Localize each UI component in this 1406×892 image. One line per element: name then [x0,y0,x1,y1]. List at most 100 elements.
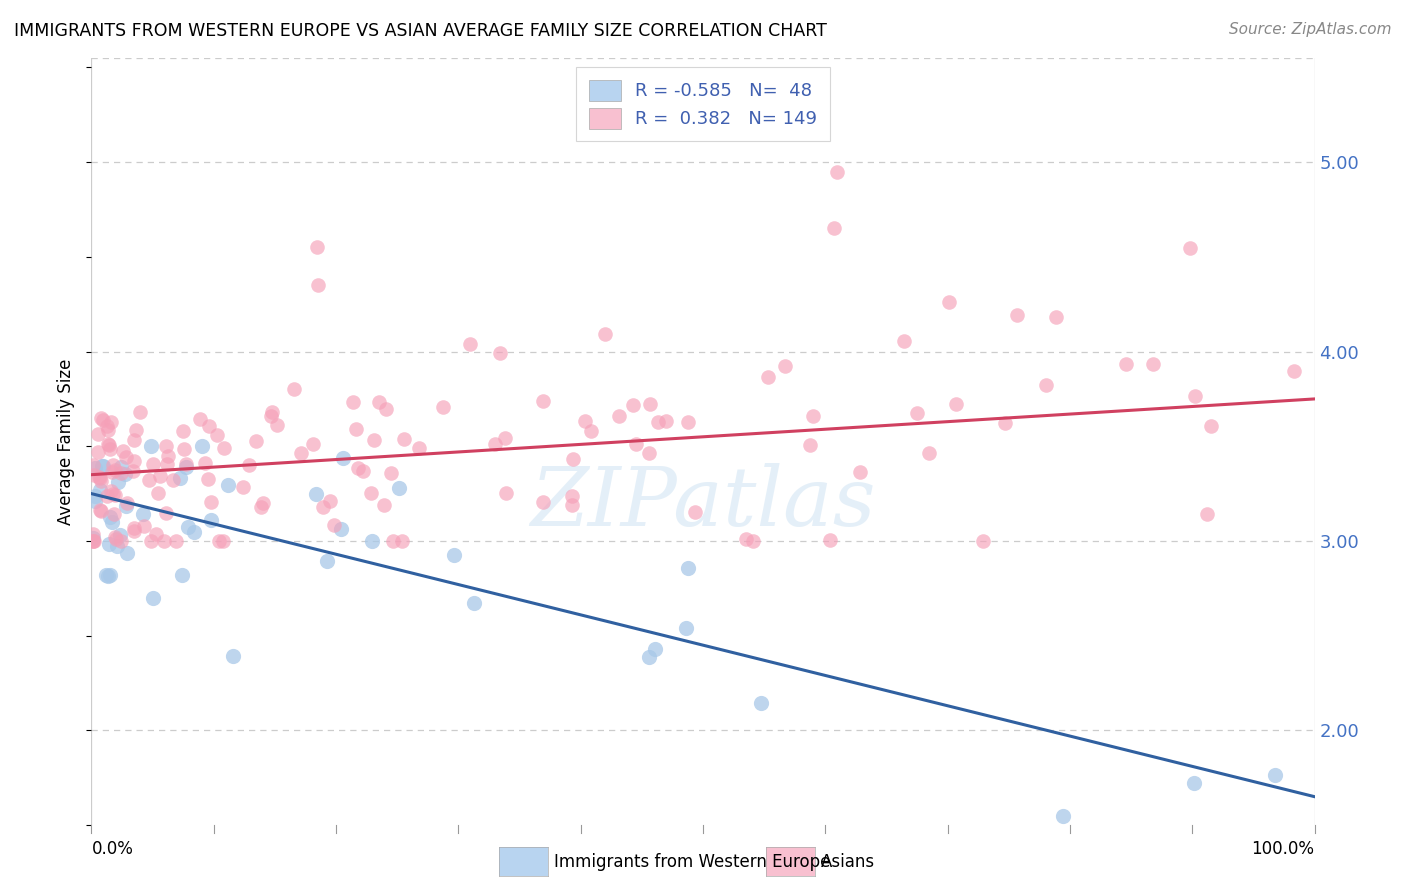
Point [110,466,132,480]
Point [94,568,117,582]
Point [104,488,127,502]
Point [104,533,127,547]
Point [1052,808,1074,822]
Point [801,409,824,423]
Point [893,334,915,348]
Text: 0.0%: 0.0% [91,840,134,858]
Point [749,696,772,710]
Point [392,432,415,446]
Point [820,533,842,547]
Point [495,486,517,500]
Point [322,518,344,533]
Point [190,439,212,453]
Point [638,649,661,664]
Point [443,548,465,562]
Point [117,545,139,559]
Point [82,526,104,541]
Point [122,520,145,534]
Point [221,649,243,664]
Point [98,442,121,457]
Point [82,533,104,548]
Point [165,533,187,548]
Point [408,441,430,455]
Point [638,397,661,411]
Point [112,444,135,458]
Point [132,518,155,533]
Point [91,458,114,473]
Point [103,507,125,521]
Point [561,489,583,503]
Point [162,473,184,487]
Point [142,458,165,472]
Point [207,428,229,442]
Point [363,434,385,448]
Point [1184,388,1206,402]
Point [488,346,510,360]
Point [307,278,329,293]
Point [344,421,367,435]
Text: ZIPatlas: ZIPatlas [530,463,876,543]
Point [101,487,124,501]
Point [82,458,104,472]
Point [97,436,120,450]
Point [266,418,288,433]
Point [82,531,104,545]
Point [1005,308,1028,322]
Point [104,463,127,477]
Point [1282,364,1305,378]
Point [114,500,136,514]
Y-axis label: Average Family Size: Average Family Size [58,359,76,524]
Point [561,451,583,466]
Point [382,533,405,548]
Point [138,473,160,487]
Point [232,480,254,494]
Point [250,500,273,514]
Point [157,449,180,463]
Point [200,495,222,509]
Point [211,533,233,548]
Point [593,326,616,341]
Point [531,393,554,408]
Point [647,415,669,429]
Point [90,504,112,518]
Point [312,500,335,514]
Point [823,221,845,235]
Point [330,522,353,536]
Point [155,507,177,521]
Point [342,395,364,409]
Point [100,483,122,498]
Point [332,450,354,465]
Point [122,524,145,538]
Point [346,461,368,475]
Point [125,423,148,437]
Point [84,461,107,475]
Point [84,493,107,508]
Point [260,405,283,419]
Point [1195,507,1218,521]
Point [607,409,630,424]
Point [84,489,107,503]
Point [91,459,114,474]
Point [825,164,848,178]
Point [388,482,411,496]
Point [380,466,402,480]
Point [1199,418,1222,433]
Point [301,437,323,451]
Point [97,537,120,551]
Point [735,532,758,546]
Legend: R = -0.585   N=  48, R =  0.382   N= 149: R = -0.585 N= 48, R = 0.382 N= 149 [576,67,830,141]
Point [432,400,454,414]
Point [104,530,127,544]
Point [198,418,221,433]
Point [683,505,706,519]
Point [142,591,165,606]
Point [305,487,328,501]
Point [155,439,177,453]
Point [579,424,602,438]
Point [945,396,967,410]
Point [624,437,647,451]
Point [252,496,274,510]
Point [676,561,699,575]
Point [307,240,329,254]
Point [172,424,194,438]
